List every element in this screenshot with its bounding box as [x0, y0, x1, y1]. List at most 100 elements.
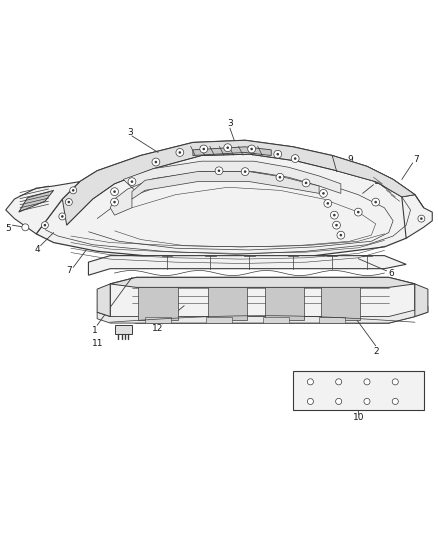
- Circle shape: [65, 199, 72, 206]
- Polygon shape: [321, 287, 360, 320]
- Polygon shape: [332, 156, 415, 197]
- Circle shape: [218, 169, 220, 172]
- Circle shape: [418, 215, 425, 222]
- Circle shape: [307, 398, 314, 405]
- Circle shape: [374, 201, 377, 204]
- Circle shape: [59, 213, 66, 220]
- Polygon shape: [415, 284, 428, 317]
- Text: 3: 3: [227, 119, 233, 128]
- Polygon shape: [293, 371, 424, 410]
- Polygon shape: [6, 182, 80, 234]
- Polygon shape: [19, 190, 53, 212]
- Circle shape: [339, 234, 342, 237]
- Circle shape: [276, 153, 279, 156]
- Circle shape: [113, 201, 116, 204]
- Circle shape: [326, 202, 329, 205]
- Circle shape: [224, 144, 232, 151]
- Circle shape: [276, 173, 284, 181]
- Polygon shape: [262, 317, 289, 323]
- Circle shape: [372, 198, 380, 206]
- Circle shape: [291, 155, 299, 163]
- Polygon shape: [97, 284, 110, 317]
- Circle shape: [322, 192, 325, 195]
- Polygon shape: [208, 287, 247, 320]
- Circle shape: [330, 211, 338, 219]
- Text: 12: 12: [152, 324, 164, 333]
- Polygon shape: [88, 256, 406, 275]
- Circle shape: [111, 198, 118, 206]
- Polygon shape: [402, 195, 432, 238]
- Text: 10: 10: [353, 414, 364, 423]
- Text: 7: 7: [413, 155, 419, 164]
- Text: 8: 8: [374, 177, 379, 186]
- Circle shape: [61, 215, 64, 218]
- Circle shape: [337, 231, 345, 239]
- Circle shape: [179, 151, 181, 154]
- Polygon shape: [265, 287, 304, 320]
- Circle shape: [248, 145, 255, 153]
- Circle shape: [332, 221, 340, 229]
- Circle shape: [70, 187, 77, 194]
- Circle shape: [215, 167, 223, 175]
- Text: 7: 7: [66, 266, 72, 276]
- Circle shape: [392, 379, 398, 385]
- Polygon shape: [97, 306, 428, 323]
- Polygon shape: [319, 317, 345, 323]
- Text: 5: 5: [6, 224, 11, 233]
- Polygon shape: [193, 147, 271, 156]
- Text: 3: 3: [127, 128, 133, 137]
- Circle shape: [336, 379, 342, 385]
- Circle shape: [336, 398, 342, 405]
- Circle shape: [364, 379, 370, 385]
- Circle shape: [354, 208, 362, 216]
- Text: 6: 6: [388, 269, 394, 278]
- Circle shape: [44, 224, 46, 227]
- Circle shape: [357, 211, 360, 213]
- Text: 9: 9: [348, 156, 353, 164]
- Circle shape: [241, 168, 249, 175]
- Text: 2: 2: [373, 347, 378, 356]
- Polygon shape: [138, 287, 178, 320]
- Polygon shape: [145, 317, 171, 323]
- Polygon shape: [115, 325, 132, 334]
- Circle shape: [392, 398, 398, 405]
- Text: 1: 1: [92, 326, 98, 335]
- Circle shape: [67, 201, 70, 204]
- Circle shape: [226, 147, 229, 149]
- Circle shape: [111, 188, 118, 196]
- Circle shape: [305, 182, 307, 184]
- Circle shape: [320, 189, 327, 197]
- Circle shape: [113, 190, 116, 193]
- Polygon shape: [110, 277, 415, 323]
- Circle shape: [335, 224, 338, 227]
- Circle shape: [333, 214, 336, 216]
- Circle shape: [176, 149, 184, 156]
- Circle shape: [128, 177, 136, 185]
- Circle shape: [251, 148, 253, 150]
- Circle shape: [294, 157, 297, 160]
- Circle shape: [152, 158, 160, 166]
- Circle shape: [302, 179, 310, 187]
- Polygon shape: [206, 317, 232, 323]
- Polygon shape: [110, 161, 341, 215]
- Circle shape: [274, 150, 282, 158]
- Circle shape: [155, 161, 157, 163]
- Text: 4: 4: [34, 245, 40, 254]
- Polygon shape: [110, 277, 415, 287]
- Circle shape: [42, 222, 48, 229]
- Circle shape: [131, 180, 133, 183]
- Circle shape: [200, 145, 208, 153]
- Polygon shape: [36, 140, 424, 260]
- Circle shape: [364, 398, 370, 405]
- Circle shape: [307, 379, 314, 385]
- Circle shape: [244, 171, 247, 173]
- Text: 11: 11: [92, 340, 104, 349]
- Circle shape: [324, 199, 332, 207]
- Circle shape: [420, 217, 423, 220]
- Circle shape: [22, 224, 29, 231]
- Circle shape: [72, 189, 74, 192]
- Polygon shape: [132, 172, 319, 199]
- Polygon shape: [62, 140, 424, 225]
- Circle shape: [279, 176, 281, 179]
- Circle shape: [202, 148, 205, 150]
